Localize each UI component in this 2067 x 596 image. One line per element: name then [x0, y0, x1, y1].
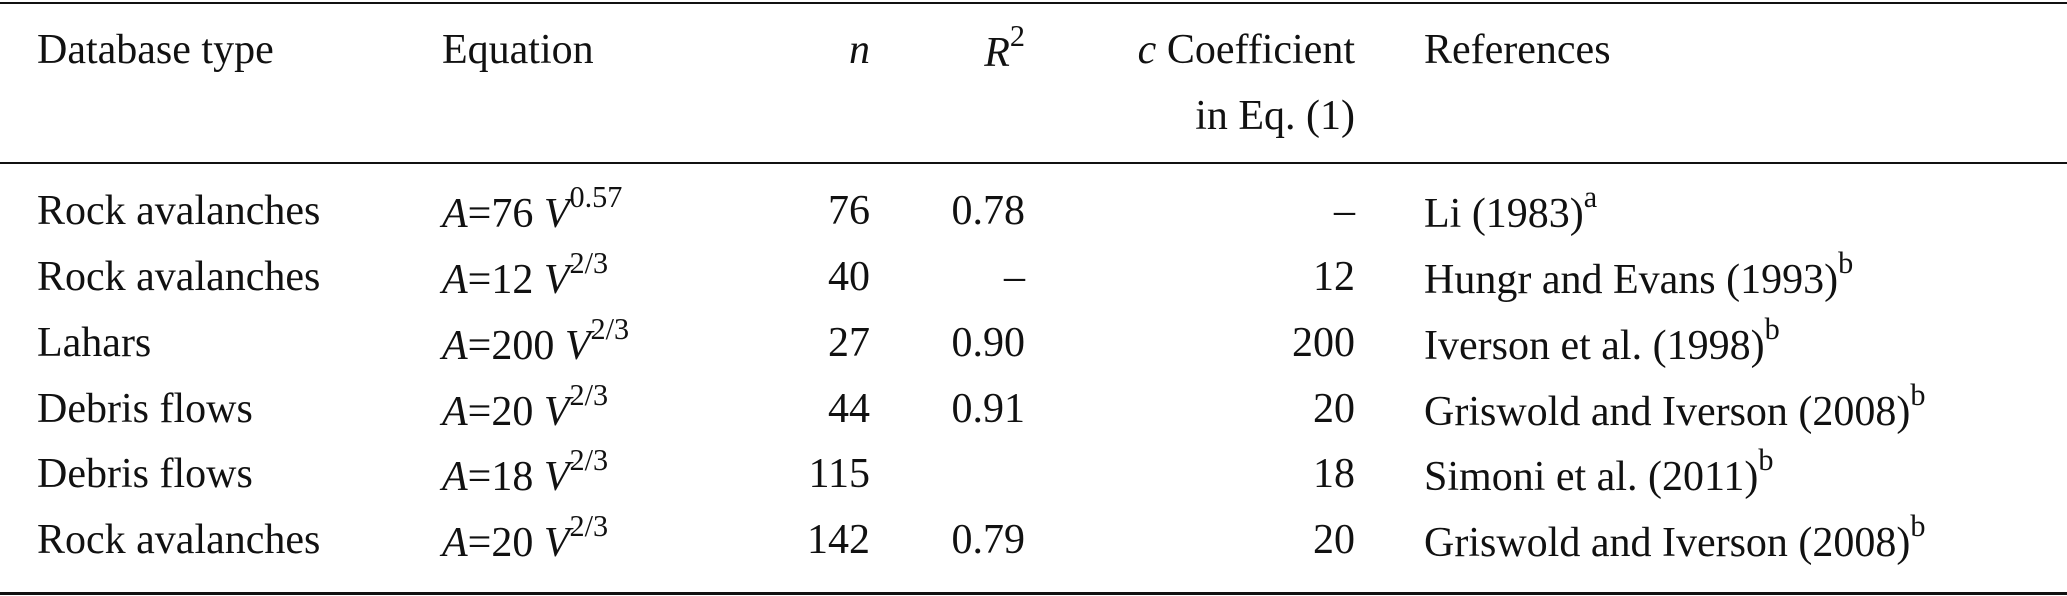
header-c-var: c — [1137, 27, 1157, 73]
database-type: Debris flows — [37, 451, 253, 497]
reference-note: b — [1758, 443, 1774, 478]
c-value: 200 — [1292, 320, 1355, 366]
eq-op: = — [467, 191, 492, 237]
eq-exp: 2/3 — [569, 509, 609, 544]
equation: A=18 V2/3 — [442, 445, 608, 500]
eq-op: = — [467, 454, 492, 500]
header-n: n — [849, 29, 870, 71]
reference: Iverson et al. (1998)b — [1424, 314, 1780, 369]
eq-lhs: A — [442, 520, 468, 566]
header-c-line2: in Eq. (1) — [1195, 93, 1355, 139]
r2-value: 0.79 — [951, 517, 1026, 563]
reference-note: b — [1910, 378, 1926, 413]
header-c-text: Coefficient — [1166, 27, 1355, 73]
equation: A=20 V2/3 — [442, 511, 608, 566]
top-rule — [0, 2, 2067, 4]
eq-lhs: A — [442, 257, 468, 303]
database-type: Rock avalanches — [37, 188, 321, 234]
mid-rule — [0, 162, 2067, 164]
eq-coef: 12 — [491, 257, 534, 303]
reference: Griswold and Iverson (2008)b — [1424, 511, 1926, 566]
reference-text: Simoni et al. (2011) — [1424, 454, 1759, 500]
eq-coef: 20 — [491, 389, 534, 435]
eq-lhs: A — [442, 454, 468, 500]
r2-value: 0.78 — [951, 188, 1026, 234]
r2-value: 0.90 — [951, 320, 1026, 366]
equation: A=200 V2/3 — [442, 314, 629, 369]
eq-coef: 20 — [491, 520, 534, 566]
reference: Hungr and Evans (1993)b — [1424, 248, 1853, 303]
reference-text: Iverson et al. (1998) — [1424, 323, 1765, 369]
n-value: 40 — [828, 254, 870, 300]
database-type: Rock avalanches — [37, 517, 321, 563]
database-type: Rock avalanches — [37, 254, 321, 300]
eq-exp: 2/3 — [569, 443, 609, 478]
n-value: 27 — [828, 320, 870, 366]
bottom-rule — [0, 592, 2067, 595]
eq-lhs: A — [442, 191, 468, 237]
reference-note: a — [1583, 180, 1598, 215]
header-r2-sup: 2 — [1009, 19, 1025, 54]
header-equation: Equation — [442, 27, 594, 73]
eq-op: = — [467, 323, 492, 369]
eq-var: V — [543, 389, 570, 435]
c-value: 20 — [1313, 386, 1355, 432]
eq-exp: 2/3 — [569, 246, 609, 281]
eq-var: V — [564, 323, 591, 369]
eq-lhs: A — [442, 323, 468, 369]
eq-coef: 76 — [491, 191, 534, 237]
eq-exp: 2/3 — [590, 312, 630, 347]
reference-text: Li (1983) — [1424, 191, 1584, 237]
reference-text: Hungr and Evans (1993) — [1424, 257, 1839, 303]
c-value: 18 — [1313, 451, 1355, 497]
n-value: 142 — [807, 517, 870, 563]
equation: A=20 V2/3 — [442, 380, 608, 435]
r2-value: – — [1004, 254, 1025, 300]
eq-exp: 2/3 — [569, 378, 609, 413]
n-value: 115 — [808, 451, 870, 497]
eq-op: = — [467, 257, 492, 303]
header-references: References — [1424, 27, 1611, 73]
eq-coef: 200 — [491, 323, 555, 369]
header-n-text: n — [849, 27, 870, 73]
eq-lhs: A — [442, 389, 468, 435]
eq-exp: 0.57 — [569, 180, 623, 215]
reference-note: b — [1910, 509, 1926, 544]
header-r2: R2 — [984, 21, 1025, 76]
header-database: Database type — [37, 27, 274, 73]
reference-note: b — [1838, 246, 1854, 281]
database-type: Debris flows — [37, 386, 253, 432]
reference: Li (1983)a — [1424, 182, 1597, 237]
c-value: – — [1334, 188, 1355, 234]
eq-var: V — [543, 520, 570, 566]
reference-text: Griswold and Iverson (2008) — [1424, 389, 1911, 435]
eq-var: V — [543, 257, 570, 303]
r2-value: 0.91 — [951, 386, 1026, 432]
reference: Griswold and Iverson (2008)b — [1424, 380, 1926, 435]
equation: A=76 V0.57 — [442, 182, 622, 237]
header-c: c Coefficient — [1138, 29, 1355, 71]
database-type: Lahars — [37, 320, 152, 366]
c-value: 20 — [1313, 517, 1355, 563]
eq-op: = — [467, 389, 492, 435]
equation: A=12 V2/3 — [442, 248, 608, 303]
eq-var: V — [543, 454, 570, 500]
eq-coef: 18 — [491, 454, 534, 500]
n-value: 76 — [828, 188, 870, 234]
reference-text: Griswold and Iverson (2008) — [1424, 520, 1911, 566]
eq-var: V — [543, 191, 570, 237]
reference-note: b — [1764, 312, 1780, 347]
header-r2-base: R — [984, 30, 1010, 76]
n-value: 44 — [828, 386, 870, 432]
reference: Simoni et al. (2011)b — [1424, 445, 1774, 500]
eq-op: = — [467, 520, 492, 566]
c-value: 12 — [1313, 254, 1355, 300]
